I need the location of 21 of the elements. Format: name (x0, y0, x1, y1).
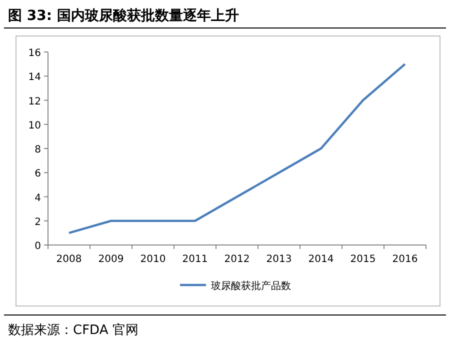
xtick: 2011 (182, 254, 208, 265)
ytick: 8 (34, 144, 41, 156)
ytick: 0 (34, 241, 41, 252)
xtick: 2009 (98, 254, 124, 265)
annotation: 数据来源：CFDA 官网 (8, 323, 138, 338)
ytick: 2 (34, 216, 41, 228)
xtick: 2008 (56, 254, 82, 265)
xtick: 2010 (140, 254, 166, 265)
ytick: 4 (34, 192, 41, 204)
xtick: 2012 (224, 254, 250, 265)
ytick: 12 (28, 96, 41, 108)
ytick: 14 (28, 72, 41, 84)
xtick: 2015 (350, 254, 376, 265)
ytick: 10 (28, 120, 41, 132)
xtick: 2016 (392, 254, 418, 265)
xtick: 2013 (266, 254, 292, 265)
ytick: 6 (34, 168, 41, 180)
legend: 玻尿酸获批产品数 (211, 281, 291, 292)
ytick: 16 (28, 48, 41, 59)
xtick: 2014 (308, 254, 334, 265)
title: 图 33: 国内玻尿酸获批数量逐年上升 (8, 8, 239, 24)
